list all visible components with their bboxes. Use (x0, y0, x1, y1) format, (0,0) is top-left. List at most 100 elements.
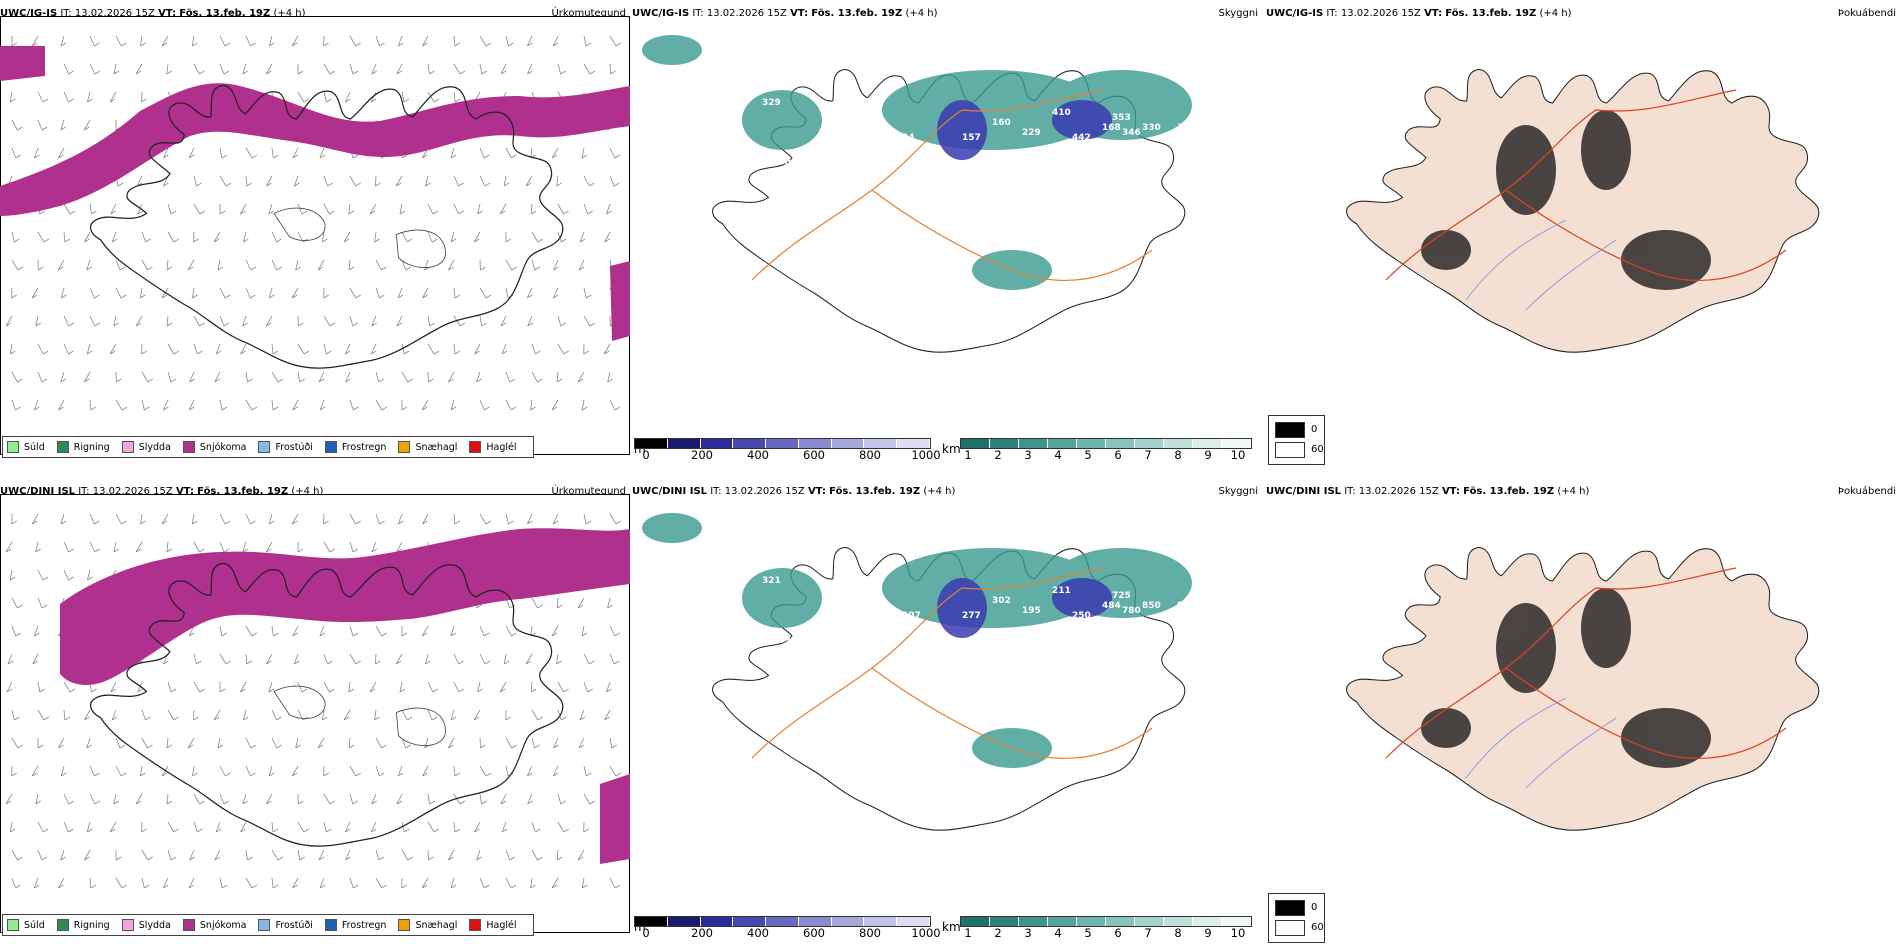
cloud-base-value: 302 (992, 596, 1011, 606)
legend-label: Rigning (73, 919, 110, 931)
cloud-base-value: 558 (732, 148, 751, 158)
fog-legend-swatch (1275, 442, 1305, 458)
precip-legend-item: Frostregn (324, 919, 387, 931)
cloud-base-tick: 600 (803, 926, 825, 940)
cloud-base-value: 409 (772, 636, 791, 646)
cloud-base-value: 346 (1122, 128, 1141, 138)
cloud-base-value: 972 (1232, 586, 1251, 596)
precip-legend-item: Súld (7, 919, 45, 931)
cloud-base-value: 250 (1072, 611, 1091, 621)
cloud-base-tick: 0 (642, 448, 650, 462)
visibility-unit: km (942, 920, 961, 934)
cloud-base-value: 985 (1177, 601, 1196, 611)
visibility-colorbar: km 1 2 3 4 5 6 7 8 9 10 (942, 916, 1252, 940)
legend-label: Snjókoma (199, 441, 247, 453)
fog-legend-label: 0 (1311, 424, 1318, 435)
fog-index-panel: UWC/DINI ISL IT: 13.02.2026 15Z VT: Fös.… (1266, 478, 1900, 948)
cloud-base-colorbar-bar (634, 438, 931, 449)
cloud-base-value: 725 (1112, 591, 1131, 601)
precip-legend-item: Haglél (469, 441, 517, 453)
issue-time: IT: 13.02.2026 15Z (60, 8, 155, 19)
precip-type-panel: UWC/DINI ISL IT: 13.02.2026 15Z VT: Fös.… (0, 478, 630, 948)
legend-label: Haglél (486, 919, 517, 931)
cloud-base-map: 329 558 370 192 24 157 160 229 410 442 181 433 493 53… (642, 35, 1251, 353)
visibility-colorbar: km 1 2 3 4 5 6 7 8 9 10 (942, 438, 1252, 462)
legend-swatch (121, 441, 134, 453)
precip-legend-item: Frostúði (258, 919, 313, 931)
fog-legend: 0 60 (1268, 893, 1325, 943)
cloud-base-value: 353 (1112, 113, 1131, 123)
lead-time: (+4 h) (1539, 8, 1572, 19)
model-name: UWC/IG-IS (632, 8, 690, 19)
legend-swatch (258, 441, 271, 453)
cloud-base-values: 329 558 370 192 24 157 160 229 410 442 181 433 493 53… (732, 98, 1251, 223)
precip-legend-item: Frostregn (324, 441, 386, 453)
visibility-tick: 9 (1204, 926, 1212, 940)
issue-time: IT: 13.02.2026 15Z (78, 486, 173, 497)
legend-swatch (182, 919, 195, 931)
panel-kind: Úrkomutegund (551, 8, 626, 19)
legend-swatch (398, 919, 411, 931)
roads (1385, 89, 1787, 281)
cloud-base-value: 493 (1032, 163, 1051, 173)
precip-type-map (0, 494, 630, 933)
valid-time: Fös. 13.feb. 19Z (197, 486, 289, 497)
model-name: UWC/DINI ISL (1266, 486, 1342, 497)
legend-swatch (469, 441, 482, 453)
precip-legend-item: Snjókoma (182, 441, 247, 453)
fog-index-panel: UWC/IG-IS IT: 13.02.2026 15Z VT: Fös. 13… (1266, 0, 1900, 470)
visibility-tick: 9 (1204, 448, 1212, 462)
cloud-base-panel: UWC/DINI ISL IT: 13.02.2026 15Z VT: Fös.… (632, 478, 1262, 948)
cloud-base-value: 157 (962, 133, 981, 143)
visibility-tick: 7 (1144, 926, 1152, 940)
cloud-base-value: 369 (1052, 671, 1071, 681)
panel-header: UWC/DINI ISL IT: 13.02.2026 15Z VT: Fös.… (0, 486, 630, 502)
fog-legend-swatch (1275, 920, 1305, 936)
legend-label: Snæhagl (415, 919, 458, 931)
valid-time: Fös. 13.feb. 19Z (829, 486, 921, 497)
visibility-tick: 4 (1054, 448, 1062, 462)
wind-barbs (5, 513, 622, 889)
legend-label: Slydda (138, 919, 171, 931)
visibility-tick: 6 (1114, 448, 1122, 462)
iceland-outline (90, 84, 564, 369)
panel-header: UWC/DINI ISL IT: 13.02.2026 15Z VT: Fös.… (1266, 486, 1900, 502)
valid-label: VT: (158, 8, 177, 19)
valid-time: Fös. 13.feb. 19Z (1445, 8, 1537, 19)
cloud-base-value: 354 (997, 646, 1016, 656)
visibility-colorbar-bar (960, 438, 1252, 449)
visibility-tick: 5 (1084, 448, 1092, 462)
cloud-base-value: 24 (902, 133, 915, 143)
legend-swatch (121, 919, 134, 931)
visibility-tick: 8 (1174, 448, 1182, 462)
valid-label: VT: (807, 486, 826, 497)
valid-label: VT: (1424, 8, 1443, 19)
cloud-base-value: 907 (902, 611, 921, 621)
precip-legend-item: Frostúði (258, 441, 313, 453)
cloud-base-value: 160 (992, 118, 1011, 128)
lead-time: (+4 h) (923, 486, 956, 497)
fog-legend-swatch (1275, 900, 1305, 916)
valid-time: Fös. 13.feb. 19Z (1463, 486, 1555, 497)
cloud-base-value: 410 (1052, 108, 1071, 118)
legend-label: Frostregn (341, 919, 387, 931)
rivers (1465, 697, 1617, 789)
cloud-base-value: 238 (782, 686, 801, 696)
issue-time: IT: 13.02.2026 15Z (1326, 8, 1421, 19)
visibility-tick: 2 (994, 926, 1002, 940)
visibility-tick: 6 (1114, 926, 1122, 940)
legend-swatch (324, 441, 337, 453)
fog-legend-label: 60 (1311, 922, 1324, 933)
cloud-base-tick: 0 (642, 926, 650, 940)
precip-legend-item: Snæhagl (398, 919, 457, 931)
valid-label: VT: (790, 8, 809, 19)
cloud-base-unit: m (634, 442, 646, 456)
valid-label: VT: (1441, 486, 1460, 497)
cloud-base-value: 321 (762, 576, 781, 586)
visibility-tick: 8 (1174, 926, 1182, 940)
cloud-base-value: 257 (1002, 213, 1021, 223)
panel-header: UWC/DINI ISL IT: 13.02.2026 15Z VT: Fös.… (632, 486, 1262, 502)
fog-index-map (1346, 68, 1820, 353)
precip-legend-item: Snæhagl (398, 441, 457, 453)
legend-swatch (324, 919, 337, 931)
